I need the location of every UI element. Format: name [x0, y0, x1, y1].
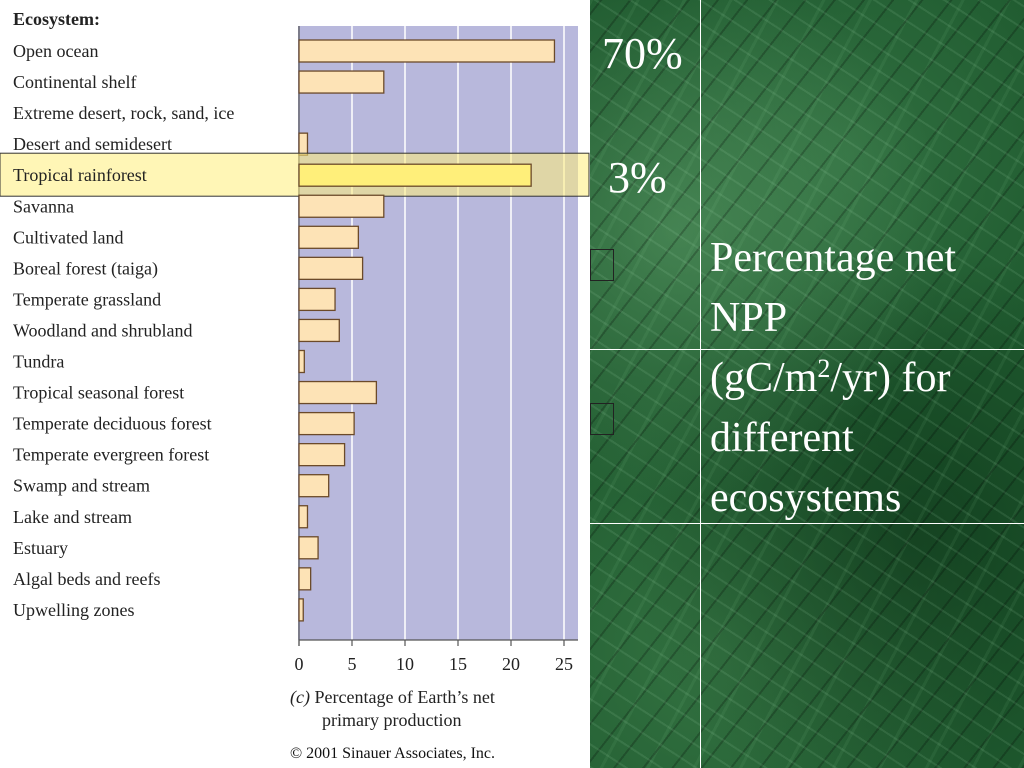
bar — [298, 318, 340, 343]
bar — [298, 598, 304, 622]
category-label: Desert and semidesert — [13, 134, 172, 154]
category-label: Extreme desert, rock, sand, ice — [13, 103, 234, 123]
category-label: Open ocean — [13, 41, 98, 61]
category-label: Boreal forest (taiga) — [13, 258, 158, 279]
description-line: different — [710, 415, 854, 461]
bar — [298, 567, 312, 591]
x-tick-label: 15 — [449, 654, 467, 674]
x-tick-label: 5 — [348, 654, 357, 674]
units-text: /yr) for — [830, 355, 951, 401]
x-tick-label: 10 — [396, 654, 414, 674]
description-line: (gC/m2/yr) for — [710, 348, 1020, 408]
description-line: Percentage net — [710, 235, 957, 281]
category-label: Algal beds and reefs — [13, 569, 160, 589]
category-label: Swamp and stream — [13, 476, 150, 496]
caption-line-2: primary production — [322, 710, 461, 730]
category-label: Temperate evergreen forest — [13, 445, 209, 465]
category-label: Continental shelf — [13, 72, 136, 92]
caption-prefix: (c) — [290, 687, 310, 708]
rainforest-percentage: 3% — [608, 153, 667, 202]
category-label: Cultivated land — [13, 227, 123, 247]
units-superscript: 2 — [817, 354, 831, 383]
npp-figure: 0 5 10 15 20 25 Ecosystem: Open ocean Continenta… — [0, 9, 590, 762]
bar — [298, 380, 378, 405]
bar — [298, 225, 360, 249]
x-tick-label: 0 — [295, 654, 304, 674]
caption-line-1: (c) Percentage of Earth’s net — [290, 687, 495, 708]
category-label: Temperate grassland — [13, 289, 161, 309]
bar — [298, 287, 336, 312]
bar — [298, 505, 309, 529]
connector-box — [590, 403, 614, 435]
category-label: Savanna — [13, 196, 74, 216]
category-label: Tundra — [13, 352, 64, 372]
category-header: Ecosystem: — [13, 9, 100, 29]
units-text: (gC/m — [710, 355, 818, 401]
table-horizontal-divider — [590, 349, 1024, 350]
bar — [298, 256, 364, 281]
bar — [298, 132, 309, 156]
bar — [298, 536, 319, 560]
category-label: Lake and stream — [13, 507, 132, 527]
table-horizontal-divider — [590, 523, 1024, 524]
open-ocean-percentage: 70% — [602, 29, 683, 78]
table-vertical-divider — [700, 0, 701, 768]
bar — [298, 411, 355, 436]
category-label: Upwelling zones — [13, 600, 134, 620]
bar — [298, 442, 346, 467]
bar — [298, 70, 385, 94]
npp-bar-chart: 0 5 10 15 20 25 Ecosystem: Open ocean Continenta… — [0, 9, 590, 762]
slide-description: Percentage net NPP (gC/m2/yr) for differ… — [710, 228, 1020, 528]
copyright-notice: © 2001 Sinauer Associates, Inc. — [290, 745, 495, 762]
category-label: Tropical rainforest — [13, 165, 147, 185]
category-label: Woodland and shrubland — [13, 320, 193, 340]
category-label: Temperate deciduous forest — [13, 414, 212, 434]
bar — [298, 39, 556, 63]
bar — [298, 474, 330, 498]
plot-background — [298, 26, 578, 640]
bar — [298, 163, 532, 187]
bar — [298, 194, 385, 218]
description-line: ecosystems — [710, 475, 902, 521]
green-marble-panel: 70% 3% Percentage net NPP (gC/m2/yr) for… — [590, 0, 1024, 768]
category-label: Estuary — [13, 538, 68, 558]
connector-box — [590, 249, 614, 281]
category-label: Tropical seasonal forest — [13, 383, 184, 403]
bar — [298, 349, 305, 374]
x-tick-label: 25 — [555, 654, 573, 674]
caption-text: Percentage of Earth’s net — [310, 687, 495, 707]
x-tick-label: 20 — [502, 654, 520, 674]
description-line: NPP — [710, 295, 788, 341]
